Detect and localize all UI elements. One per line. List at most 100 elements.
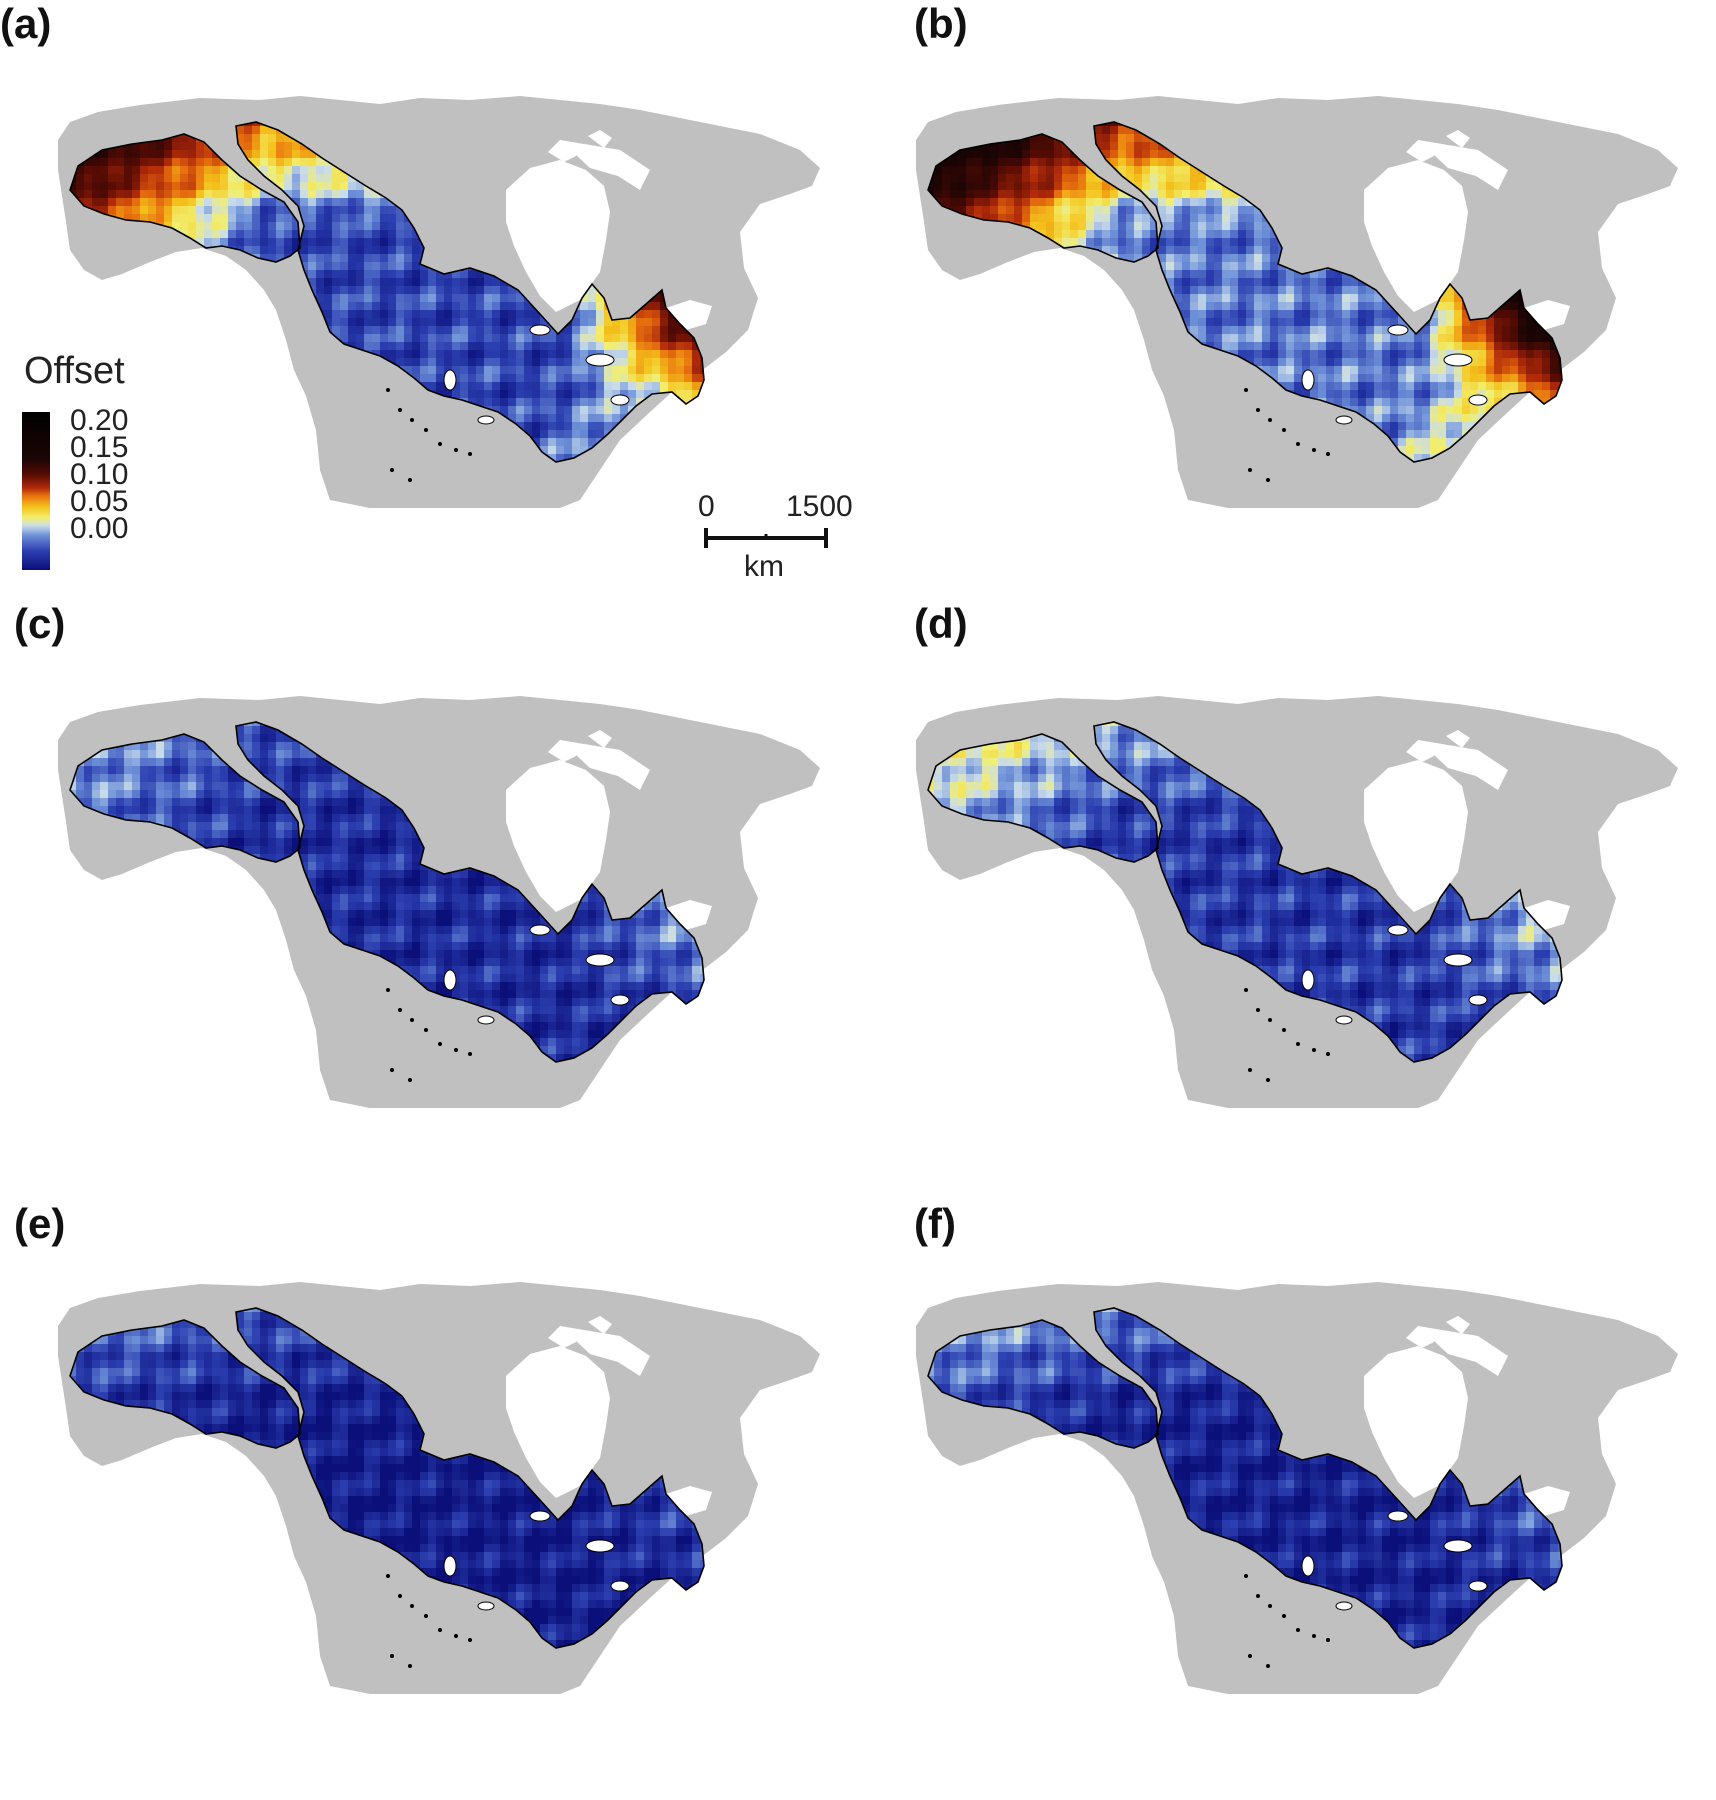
lake <box>1302 370 1314 390</box>
lake <box>1469 1581 1487 1591</box>
outlier-point <box>468 452 472 456</box>
outlier-point <box>1296 442 1300 446</box>
lake <box>586 1540 614 1552</box>
map-panel-f: (f) <box>858 1200 1716 1800</box>
lake <box>1336 416 1352 424</box>
outlier-point <box>438 442 442 446</box>
lake <box>1444 954 1472 966</box>
outlier-point <box>1266 1664 1270 1668</box>
outlier-point <box>1326 1052 1330 1056</box>
scale-start-label: 0 <box>698 490 715 524</box>
outlier-point <box>468 1638 472 1642</box>
outlier-point <box>408 1078 412 1082</box>
outlier-point <box>1312 1048 1316 1052</box>
offset-legend: Offset 0.20 0.15 0.10 0.05 0.00 <box>20 350 180 580</box>
outlier-point <box>1268 418 1272 422</box>
map-panel-d: (d) <box>858 600 1716 1200</box>
scale-end-label: 1500 <box>786 490 853 524</box>
lake <box>1302 970 1314 990</box>
outlier-point <box>398 1594 402 1598</box>
lake <box>530 925 550 935</box>
outlier-point <box>438 1042 442 1046</box>
outlier-point <box>438 1628 442 1632</box>
outlier-point <box>468 1052 472 1056</box>
map-panel-c: (c) <box>0 600 858 1200</box>
outlier-point <box>454 1634 458 1638</box>
lake <box>444 370 456 390</box>
outlier-point <box>390 468 394 472</box>
offset-map <box>858 600 1716 1200</box>
lake <box>611 1581 629 1591</box>
lake <box>1388 925 1408 935</box>
outlier-point <box>454 448 458 452</box>
outlier-point <box>1256 408 1260 412</box>
outlier-point <box>408 1664 412 1668</box>
outlier-point <box>1244 388 1248 392</box>
outlier-point <box>386 1574 390 1578</box>
map-panel-b: (b) <box>858 0 1716 600</box>
outlier-point <box>1266 1078 1270 1082</box>
offset-map <box>0 600 858 1200</box>
outlier-point <box>386 388 390 392</box>
outlier-point <box>424 1614 428 1618</box>
lake <box>1469 995 1487 1005</box>
outlier-point <box>1248 1068 1252 1072</box>
outlier-point <box>1296 1042 1300 1046</box>
outlier-point <box>390 1654 394 1658</box>
outlier-point <box>386 988 390 992</box>
lake <box>1444 354 1472 366</box>
outlier-point <box>1296 1628 1300 1632</box>
legend-tick-label: 0.00 <box>70 514 128 544</box>
outlier-point <box>1282 1028 1286 1032</box>
map-panel-a: (a) Offset 0.20 0.15 0.10 0.05 0.00 0 15… <box>0 0 858 600</box>
lake <box>611 395 629 405</box>
lake <box>611 995 629 1005</box>
outlier-point <box>1256 1594 1260 1598</box>
outlier-point <box>410 1018 414 1022</box>
outlier-point <box>1326 1638 1330 1642</box>
offset-map <box>0 1200 858 1768</box>
offset-map <box>858 1200 1716 1768</box>
outlier-point <box>1256 1008 1260 1012</box>
lake <box>586 954 614 966</box>
lake <box>1302 1556 1314 1576</box>
outlier-point <box>1282 428 1286 432</box>
outlier-point <box>1266 478 1270 482</box>
outlier-point <box>410 1604 414 1608</box>
outlier-point <box>1248 1654 1252 1658</box>
outlier-point <box>1244 1574 1248 1578</box>
lake <box>1444 1540 1472 1552</box>
lake <box>1336 1016 1352 1024</box>
outlier-point <box>398 1008 402 1012</box>
lake <box>478 1016 494 1024</box>
outlier-point <box>1312 448 1316 452</box>
outlier-point <box>1268 1018 1272 1022</box>
lake <box>1336 1602 1352 1610</box>
outlier-point <box>1268 1604 1272 1608</box>
lake <box>530 325 550 335</box>
outlier-point <box>1244 988 1248 992</box>
outlier-point <box>1312 1634 1316 1638</box>
outlier-point <box>1248 468 1252 472</box>
outlier-point <box>424 428 428 432</box>
scale-unit-label: km <box>744 550 784 584</box>
outlier-point <box>424 1028 428 1032</box>
outlier-point <box>1326 452 1330 456</box>
lake <box>478 1602 494 1610</box>
outlier-point <box>408 478 412 482</box>
outlier-point <box>454 1048 458 1052</box>
lake <box>444 970 456 990</box>
offset-map <box>858 0 1716 600</box>
lake <box>444 1556 456 1576</box>
outlier-point <box>390 1068 394 1072</box>
lake <box>1388 325 1408 335</box>
legend-title: Offset <box>24 350 125 393</box>
lake <box>530 1511 550 1521</box>
legend-colorbar <box>22 412 50 570</box>
lake <box>478 416 494 424</box>
outlier-point <box>398 408 402 412</box>
outlier-point <box>410 418 414 422</box>
map-panel-e: (e) <box>0 1200 858 1800</box>
lake <box>1469 395 1487 405</box>
lake <box>586 354 614 366</box>
